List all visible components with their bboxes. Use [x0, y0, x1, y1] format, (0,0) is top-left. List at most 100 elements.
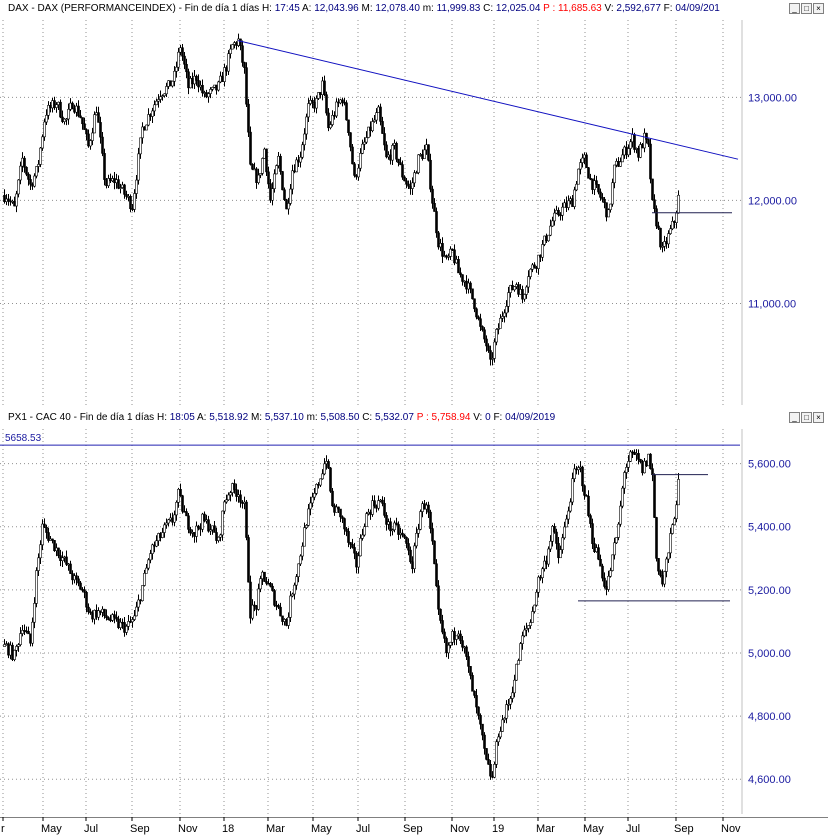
cac40-candle-body	[229, 492, 232, 496]
cac40-candle-body	[465, 646, 468, 657]
dax-candle-body	[593, 180, 596, 190]
dax-candle-body	[251, 163, 254, 170]
cac40-candle-body	[601, 565, 604, 579]
dax-candle-body	[155, 100, 158, 106]
cac40-candle-body	[299, 555, 302, 565]
minimize-button[interactable]: _	[789, 3, 800, 14]
cac40-candle-body	[95, 609, 98, 618]
dax-candle-body	[437, 232, 440, 248]
dax-candle-body	[175, 66, 178, 72]
dax-candle-body	[209, 89, 212, 94]
cac40-candle-body	[347, 531, 350, 543]
cac40-candle-body	[309, 502, 312, 510]
cac40-candle-body	[341, 516, 344, 519]
cac40-candle-body	[535, 591, 538, 606]
cac40-candle-body	[449, 641, 452, 646]
cac40-candle-body	[251, 604, 254, 619]
cac40-candle-body	[273, 590, 276, 606]
dax-candle-body	[449, 248, 452, 257]
cac40-candle-body	[171, 517, 174, 523]
cac40-low: 5,508.50	[320, 412, 360, 423]
dax-candle-body	[119, 187, 122, 189]
cac40-candle-body	[551, 526, 554, 542]
cac40-candle-body	[293, 584, 296, 595]
dax-candle-body	[281, 171, 284, 191]
dax-candle-body	[203, 92, 206, 94]
cac40-candle-body	[469, 666, 472, 676]
dax-candle-body	[33, 175, 36, 187]
cac40-candle-body	[361, 534, 364, 539]
cac40-candle-body	[47, 532, 50, 541]
time-tick-label: 18	[222, 823, 234, 835]
dax-candle-body	[289, 188, 292, 204]
cac40-y-tick-label: 4,600.00	[748, 774, 791, 786]
dax-chart-pane[interactable]: DAX - DAX (PERFORMANCEINDEX) - Fin de dí…	[0, 0, 828, 410]
cac40-candle-body	[573, 468, 576, 479]
cac40-candle-body	[103, 608, 106, 617]
dax-candle-body	[547, 234, 550, 242]
cac40-candle-body	[453, 631, 456, 640]
cac40-candle-body	[477, 706, 480, 716]
cac40-candle-body	[585, 495, 588, 497]
cac40-candle-body	[401, 532, 404, 536]
cac40-candle-body	[433, 540, 436, 565]
dax-candle-body	[489, 350, 492, 360]
dax-candle-body	[453, 249, 456, 264]
cac40-candle-body	[335, 506, 338, 513]
dax-candle-body	[133, 193, 136, 210]
dax-candle-body	[645, 132, 648, 140]
dax-candle-body	[181, 47, 184, 57]
cac40-candle-body	[359, 537, 362, 557]
dax-candle-body	[113, 178, 116, 184]
dax-candle-body	[413, 172, 416, 184]
cac40-candle-body	[153, 544, 156, 547]
dax-candle-body	[79, 115, 82, 118]
cac40-candle-body	[475, 695, 478, 708]
cac40-candle-body	[541, 568, 544, 578]
time-tick-label: Mar	[266, 823, 285, 835]
dax-candle-body	[609, 203, 612, 211]
cac40-candle-body	[41, 523, 44, 546]
cac40-candle-body	[351, 544, 354, 548]
maximize-button[interactable]: □	[801, 3, 812, 14]
cac40-candle-body	[513, 679, 516, 694]
cac40-candle-body	[99, 610, 102, 613]
dax-candle-body	[577, 168, 580, 185]
cac40-candle-body	[175, 502, 178, 516]
dax-y-tick-label: 12,000.00	[748, 195, 797, 207]
cac40-candle-body	[599, 558, 602, 567]
cac40-candle-body	[377, 500, 380, 509]
cac40-candle-body	[223, 501, 226, 512]
cac40-date: 04/09/2019	[505, 412, 556, 423]
cac40-candle-body	[349, 542, 352, 545]
cac40-candle-body	[525, 628, 528, 631]
dax-candle-body	[621, 154, 624, 163]
cac40-candle-body	[473, 690, 476, 696]
dax-candle-body	[239, 38, 242, 47]
cac40-candle-body	[165, 522, 168, 526]
cac40-candle-body	[143, 573, 146, 586]
dax-candle-body	[71, 102, 74, 110]
dax-candle-body	[639, 144, 642, 158]
dax-candle-body	[397, 158, 400, 163]
dax-candle-body	[399, 162, 402, 165]
dax-candle-body	[259, 173, 262, 176]
dax-candle-body	[481, 326, 484, 331]
cac40-candle-body	[447, 644, 450, 654]
cac40-candle-body	[31, 621, 34, 644]
cac40-candle-body	[547, 548, 550, 565]
cac40-chart-pane[interactable]: PX1 - CAC 40 - Fin de día 1 días H: 18:0…	[0, 409, 828, 817]
cac40-candle-body	[483, 734, 486, 749]
cac40-candle-body	[227, 494, 230, 501]
cac40-candle-body	[113, 614, 116, 618]
minimize-button[interactable]: _	[789, 412, 800, 423]
dax-candle-body	[87, 133, 90, 147]
cac40-candle-body	[105, 615, 108, 618]
dax-candle-body	[95, 112, 98, 115]
close-button[interactable]: ×	[813, 412, 824, 423]
dax-candle-body	[13, 200, 16, 207]
maximize-button[interactable]: □	[801, 412, 812, 423]
close-button[interactable]: ×	[813, 3, 824, 14]
dax-candle-body	[225, 67, 228, 72]
cac40-candle-body	[381, 499, 384, 504]
